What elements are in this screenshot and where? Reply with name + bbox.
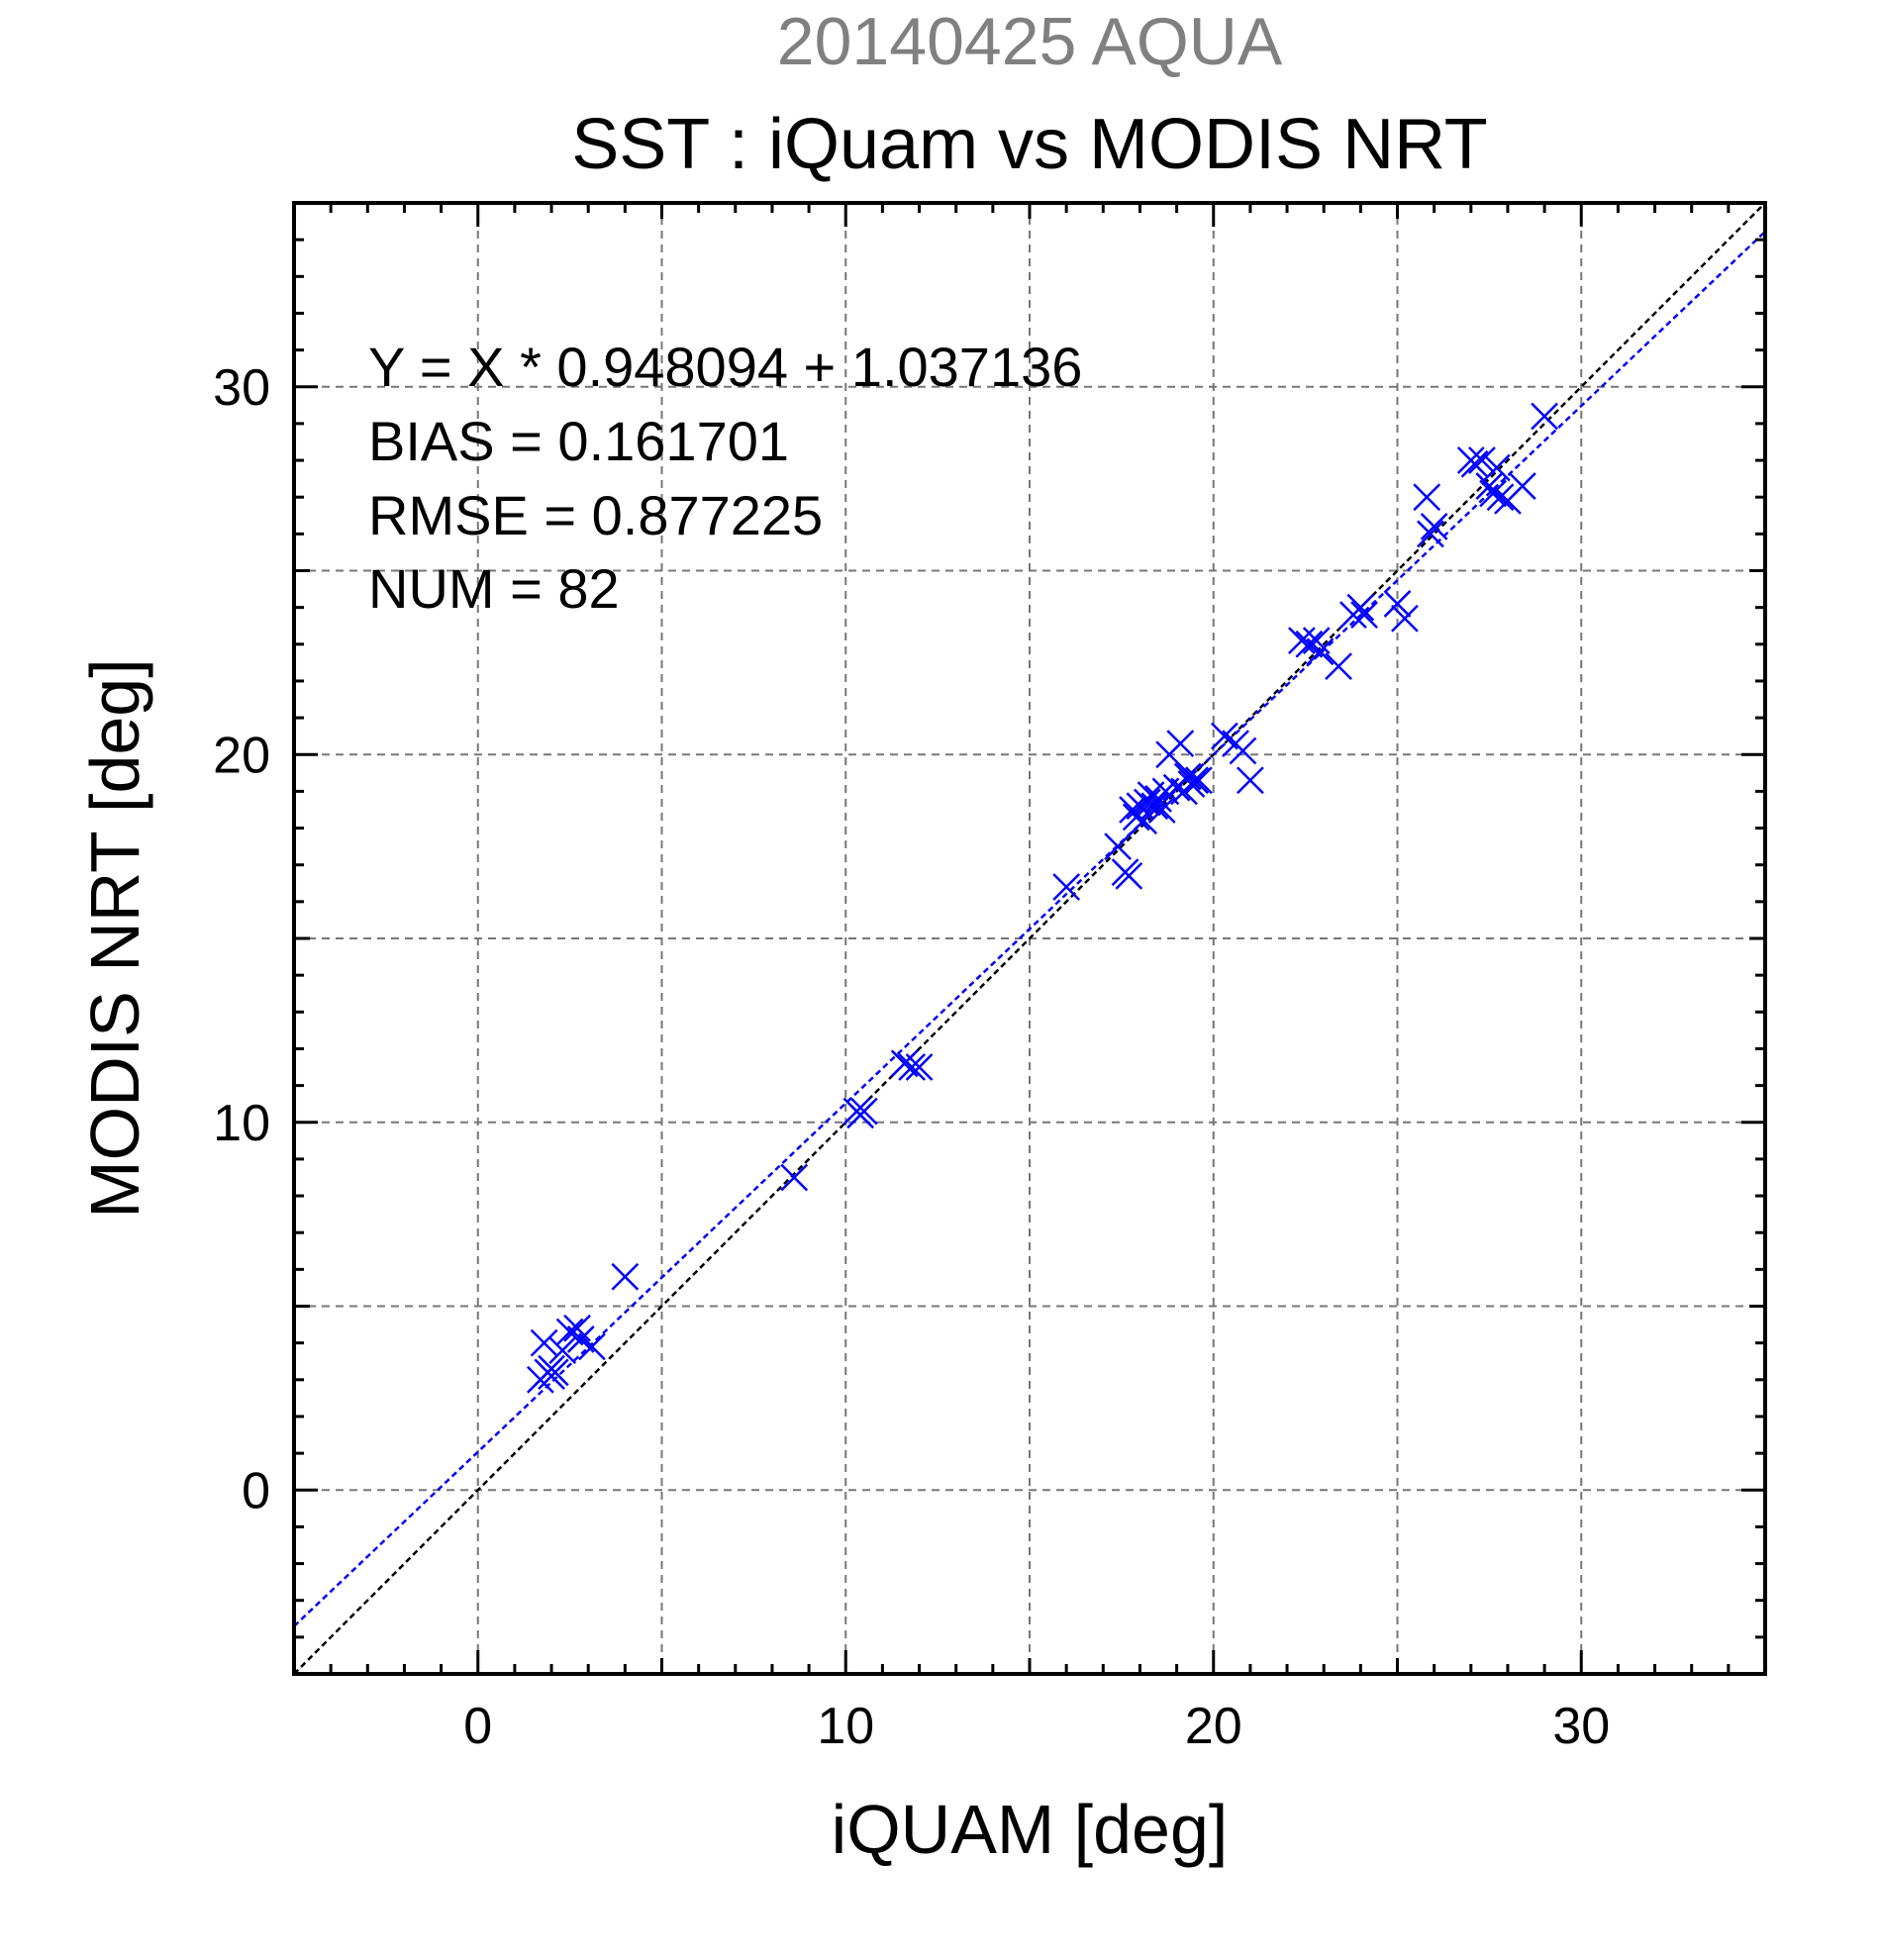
data-point	[548, 1336, 577, 1364]
stats-box: Y = X * 0.948094 + 1.037136 BIAS = 0.161…	[368, 336, 1082, 620]
x-tick-label: 20	[1185, 1698, 1242, 1755]
stats-rmse: RMSE = 0.877225	[368, 484, 823, 546]
x-tick-label: 30	[1552, 1698, 1610, 1755]
data-point	[1122, 803, 1150, 832]
stats-regression: Y = X * 0.948094 + 1.037136	[368, 336, 1082, 398]
data-point	[1391, 604, 1419, 633]
stats-num: NUM = 82	[368, 557, 620, 620]
data-point	[563, 1314, 591, 1342]
regression-line	[294, 231, 1765, 1627]
x-tick-label: 0	[463, 1698, 492, 1755]
data-point	[1185, 766, 1213, 795]
data-point	[1166, 730, 1195, 757]
data-point	[1115, 861, 1143, 890]
data-point	[905, 1053, 934, 1081]
data-point	[1173, 762, 1202, 791]
data-point	[1181, 766, 1210, 795]
chart-date-title: 20140425 AQUA	[777, 4, 1283, 79]
data-point	[1508, 472, 1536, 500]
data-point	[1130, 807, 1158, 835]
identity-line	[294, 203, 1765, 1674]
data-point	[1479, 479, 1507, 508]
data-point	[1460, 449, 1489, 478]
y-tick-label: 0	[242, 1462, 270, 1519]
y-tick-label: 30	[213, 359, 270, 417]
fit-lines	[294, 203, 1765, 1674]
chart-title: SST : iQuam vs MODIS NRT	[571, 105, 1488, 184]
data-point	[578, 1332, 606, 1361]
data-point	[1350, 601, 1378, 629]
data-point	[1306, 637, 1335, 666]
data-point	[1531, 402, 1558, 431]
data-point	[1302, 627, 1331, 654]
data-point	[1413, 483, 1441, 512]
data-point	[1052, 873, 1081, 901]
data-point	[1288, 627, 1316, 654]
stats-bias: BIAS = 0.161701	[368, 410, 789, 472]
data-point	[1237, 766, 1264, 795]
data-point	[1346, 593, 1375, 622]
y-tick-label: 10	[213, 1095, 270, 1152]
data-point	[1468, 446, 1496, 474]
x-tick-label: 10	[817, 1698, 874, 1755]
data-point	[1420, 513, 1448, 540]
data-point	[1147, 796, 1176, 824]
x-axis-label: iQUAM [deg]	[832, 1791, 1229, 1868]
data-point	[1383, 590, 1412, 618]
plot-frame	[292, 201, 1767, 1676]
y-axis-label: MODIS NRT [deg]	[76, 658, 153, 1218]
data-point	[538, 1354, 565, 1383]
data-point	[780, 1163, 809, 1192]
data-point	[1104, 833, 1133, 861]
data-point	[1133, 788, 1161, 817]
data-point	[611, 1262, 640, 1291]
data-point	[1486, 483, 1515, 512]
data-point	[1140, 792, 1169, 821]
data-point	[1482, 453, 1511, 482]
data-point	[849, 1097, 878, 1126]
data-point	[1417, 520, 1444, 548]
data-points	[527, 402, 1558, 1394]
data-point	[898, 1053, 927, 1081]
data-point	[1229, 736, 1257, 765]
data-point	[530, 1328, 558, 1357]
tick-labels: 0 10 20 30 0 10 20 30	[213, 359, 1610, 1755]
y-tick-label: 20	[213, 727, 270, 784]
data-point	[1325, 652, 1352, 680]
